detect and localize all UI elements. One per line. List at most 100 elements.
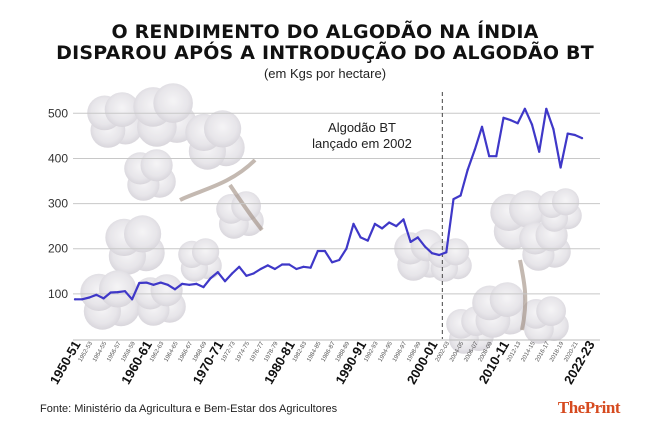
- data-point: [109, 291, 112, 294]
- cotton-boll: [536, 296, 566, 326]
- brand-the: The: [557, 398, 585, 417]
- data-point: [409, 240, 412, 243]
- data-point: [381, 227, 384, 230]
- data-point: [573, 133, 577, 137]
- y-tick-label: 500: [48, 106, 68, 120]
- data-point: [459, 194, 462, 197]
- data-point: [309, 266, 312, 269]
- data-point: [538, 150, 541, 153]
- data-point: [295, 267, 298, 271]
- cotton-boll: [204, 110, 242, 148]
- data-point: [502, 116, 505, 119]
- data-point: [188, 283, 191, 286]
- cotton-boll: [140, 149, 173, 182]
- data-point: [131, 298, 134, 301]
- x-major-label: 1950-51: [47, 338, 84, 387]
- data-point: [559, 166, 562, 169]
- data-point: [452, 198, 455, 201]
- data-point: [302, 265, 305, 268]
- data-point: [281, 263, 284, 266]
- y-tick-label: 200: [48, 242, 68, 256]
- data-point: [259, 267, 262, 271]
- cotton-boll: [192, 238, 220, 266]
- data-point: [123, 290, 127, 293]
- data-point: [373, 222, 376, 225]
- data-point: [552, 128, 555, 131]
- data-point: [245, 274, 248, 277]
- data-point: [438, 253, 441, 257]
- data-point: [352, 222, 355, 225]
- cotton-boll: [552, 188, 580, 216]
- data-point: [252, 272, 255, 275]
- cotton-stem: [179, 158, 264, 232]
- data-point: [359, 236, 362, 239]
- data-point: [523, 107, 527, 110]
- data-point: [338, 258, 341, 262]
- data-point: [466, 168, 469, 171]
- chart-title: O RENDIMENTO DO ALGODÃO NA ÍNDIA DISPARO…: [0, 22, 650, 64]
- data-point: [402, 218, 405, 221]
- data-point: [173, 288, 177, 291]
- yield-series: [73, 107, 584, 301]
- data-point: [138, 281, 141, 285]
- y-axis: 100 200 300 400 500: [48, 106, 68, 301]
- cotton-boll: [442, 238, 470, 266]
- data-point: [116, 291, 119, 294]
- cotton-boll: [104, 92, 140, 127]
- grid-lines: [73, 112, 600, 295]
- data-point: [73, 298, 77, 301]
- data-point: [145, 281, 148, 284]
- cotton-boll: [150, 274, 183, 307]
- data-point: [195, 282, 198, 285]
- cotton-boll: [489, 282, 525, 317]
- data-point: [366, 239, 369, 242]
- data-point: [509, 119, 512, 122]
- chart-subtitle: (em Kgs por hectare): [263, 66, 387, 81]
- data-point: [288, 263, 291, 266]
- data-point: [423, 245, 426, 248]
- data-point: [580, 137, 584, 140]
- data-point: [95, 293, 98, 296]
- data-point: [416, 236, 419, 239]
- data-point: [266, 264, 269, 267]
- brand-print: Print: [584, 398, 621, 417]
- data-point: [216, 271, 219, 274]
- data-point: [209, 277, 212, 280]
- data-point: [152, 283, 155, 286]
- data-point: [223, 280, 227, 283]
- data-point: [480, 125, 484, 128]
- annotation-line-1: Algodão BT: [328, 120, 396, 135]
- data-point: [473, 148, 476, 151]
- cotton-boll: [153, 83, 193, 123]
- y-tick-label: 300: [48, 197, 68, 211]
- cotton-stem: [518, 259, 528, 331]
- data-point: [166, 283, 169, 286]
- y-tick-label: 100: [48, 287, 68, 301]
- data-point: [445, 251, 448, 254]
- data-point: [88, 296, 91, 299]
- annotation-line-2: lançado em 2002: [312, 136, 412, 151]
- data-point: [530, 123, 534, 126]
- data-point: [516, 122, 519, 125]
- chart-title-line-1: O RENDIMENTO DO ALGODÃO NA ÍNDIA: [111, 21, 539, 43]
- data-point: [81, 298, 84, 301]
- data-point: [181, 282, 184, 285]
- data-point: [388, 221, 391, 224]
- data-point: [238, 265, 241, 268]
- data-point: [331, 261, 334, 264]
- data-point: [545, 107, 548, 110]
- data-point: [495, 155, 498, 158]
- data-point: [566, 132, 569, 135]
- cotton-boll: [99, 270, 137, 308]
- data-point: [323, 249, 326, 253]
- chart-title-line-2: DISPAROU APÓS A INTRODUÇÃO DO ALGODÃO BT: [56, 42, 594, 64]
- data-point: [231, 272, 234, 275]
- data-point: [202, 286, 205, 289]
- brand-logo: ThePrint: [557, 398, 621, 418]
- cotton-boll: [508, 190, 547, 228]
- y-tick-label: 400: [48, 151, 68, 165]
- data-point: [430, 252, 434, 255]
